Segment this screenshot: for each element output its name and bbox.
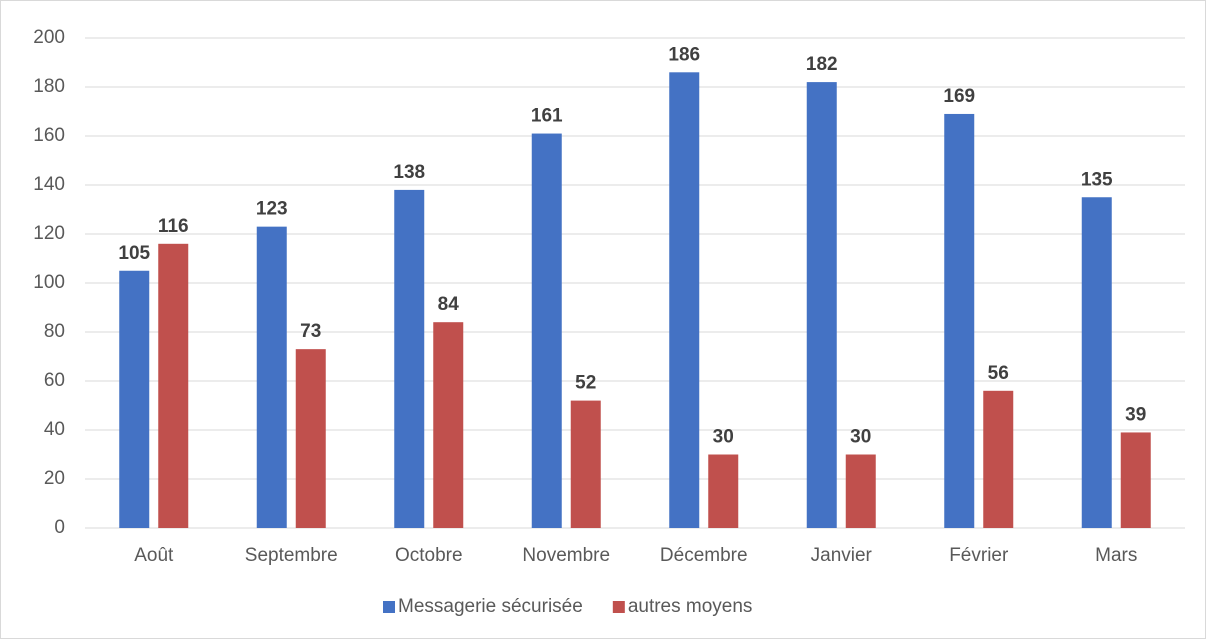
data-label: 73 — [300, 321, 321, 342]
data-label: 186 — [668, 44, 700, 65]
bar — [433, 322, 464, 528]
y-tick-label: 60 — [44, 370, 65, 391]
data-label: 30 — [850, 427, 871, 448]
bar — [158, 243, 189, 529]
legend-label: Messagerie sécurisée — [398, 596, 583, 617]
bar — [1120, 432, 1151, 528]
bar — [944, 113, 975, 528]
data-label: 84 — [438, 294, 460, 315]
bar — [806, 82, 837, 528]
data-label: 116 — [158, 216, 189, 237]
y-tick-label: 120 — [33, 223, 65, 244]
y-tick-label: 40 — [44, 419, 65, 440]
data-label: 182 — [806, 54, 838, 75]
bar — [570, 400, 601, 528]
bar — [119, 270, 150, 528]
data-label: 169 — [943, 86, 975, 107]
data-label: 123 — [256, 199, 288, 220]
data-label: 105 — [118, 243, 150, 264]
bar — [708, 454, 739, 528]
x-tick-label: Novembre — [522, 545, 610, 566]
data-label: 52 — [575, 373, 596, 394]
bar — [669, 72, 700, 529]
x-tick-label: Mars — [1095, 545, 1137, 566]
x-tick-label: Février — [949, 545, 1009, 566]
x-tick-label: Septembre — [245, 545, 338, 566]
y-tick-label: 100 — [33, 272, 65, 293]
bar — [256, 226, 287, 528]
x-tick-label: Décembre — [660, 545, 748, 566]
bar — [394, 189, 425, 528]
data-label: 138 — [393, 162, 425, 183]
y-tick-label: 80 — [44, 321, 65, 342]
y-tick-label: 140 — [33, 174, 65, 195]
y-tick-label: 160 — [33, 125, 65, 146]
legend-swatch — [612, 601, 625, 613]
legend-label: autres moyens — [628, 596, 753, 617]
x-tick-label: Août — [134, 545, 174, 566]
data-label: 56 — [988, 363, 1009, 384]
legend-swatch — [383, 601, 395, 613]
y-tick-label: 0 — [54, 517, 65, 538]
data-label: 39 — [1125, 404, 1146, 425]
bar — [1081, 197, 1112, 528]
data-label: 30 — [713, 427, 734, 448]
x-tick-label: Octobre — [395, 545, 463, 566]
bar — [983, 390, 1014, 528]
y-tick-label: 20 — [44, 468, 65, 489]
bar — [295, 349, 326, 528]
y-tick-label: 200 — [33, 27, 65, 48]
x-tick-label: Janvier — [811, 545, 873, 566]
bar — [531, 133, 562, 529]
y-tick-label: 180 — [33, 76, 65, 97]
bar — [845, 454, 876, 528]
data-label: 135 — [1081, 169, 1113, 190]
data-label: 161 — [531, 106, 563, 127]
